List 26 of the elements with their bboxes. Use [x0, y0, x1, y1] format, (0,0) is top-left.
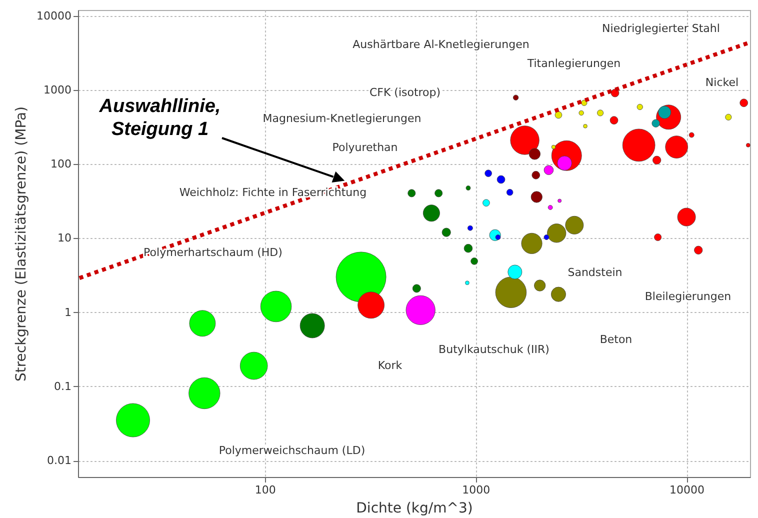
- y-tick-label: 1: [64, 306, 72, 319]
- annotation: Auswahllinie, Steigung 1: [98, 96, 221, 140]
- annotation: Bleilegierungen: [644, 290, 732, 303]
- y-tick-label: 10: [58, 232, 72, 245]
- x-tick-label: 1000: [462, 484, 490, 496]
- annotation: Aushärtbare Al-Knetlegierungen: [352, 38, 530, 51]
- annotation: CFK (isotrop): [369, 86, 441, 99]
- annotation: Nickel: [705, 76, 739, 89]
- annotation: Sandstein: [568, 266, 622, 279]
- y-tick-label: 0.1: [54, 380, 72, 393]
- annotation: Polymerweichschaum (LD): [218, 444, 366, 457]
- annotation: Titanlegierungen: [526, 57, 621, 70]
- annotation: Butylkautschuk (IIR): [438, 343, 550, 356]
- y-tick-label: 1000: [44, 83, 72, 96]
- y-axis-title: Streckgrenze (Elastizitätsgrenze) (MPa): [14, 106, 30, 382]
- annotation: Niedriglegierter Stahl: [602, 22, 720, 35]
- annotation: Polyurethan: [332, 141, 398, 154]
- x-axis-title: Dichte (kg/m^3): [356, 500, 473, 516]
- y-tick-label: 0.01: [47, 454, 72, 468]
- x-tick-label: 10000: [670, 484, 705, 496]
- y-tick-label: 100: [50, 158, 72, 171]
- y-tick-label: 10000: [36, 9, 72, 22]
- annotation: Beton: [600, 333, 632, 346]
- x-tick-label: 100: [254, 484, 276, 496]
- annotation: Kork: [378, 359, 403, 372]
- annotation: Magnesium-Knetlegierungen: [262, 112, 422, 125]
